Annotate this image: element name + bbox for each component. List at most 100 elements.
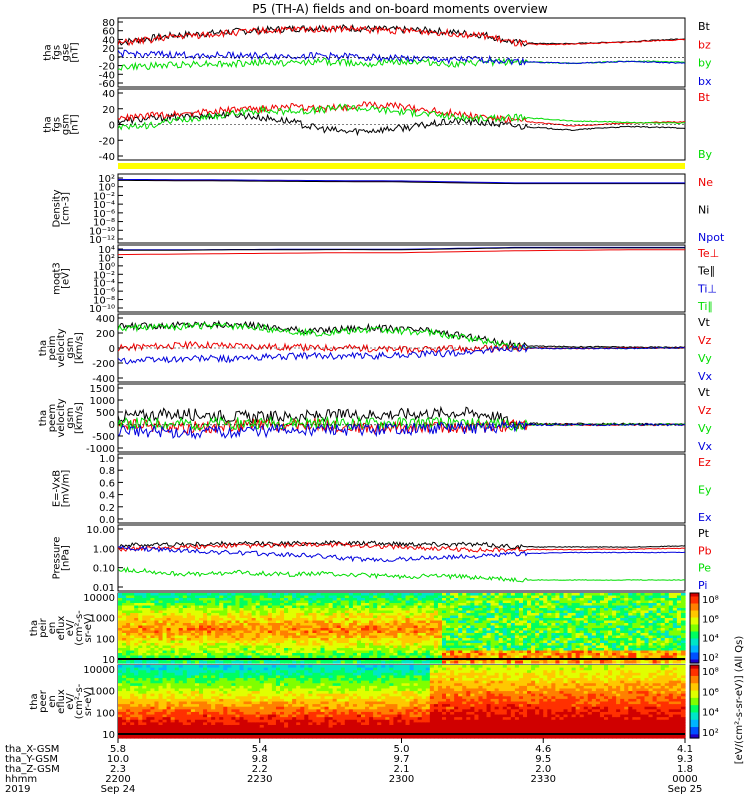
heat-cell	[130, 685, 135, 690]
heat-cell	[178, 660, 184, 664]
heat-cell	[118, 704, 123, 708]
heat-cell	[462, 605, 467, 609]
heat-cell	[170, 618, 176, 622]
heat-cell	[247, 593, 253, 597]
heat-cell	[251, 598, 257, 602]
heat-cell	[118, 691, 123, 695]
heat-cell	[628, 648, 633, 652]
panel-frame	[117, 383, 686, 453]
heat-cell	[275, 623, 281, 627]
heat-cell	[365, 650, 370, 654]
heat-cell	[280, 620, 285, 624]
heat-cell	[170, 603, 176, 607]
heat-cell	[211, 655, 216, 659]
heat-cell	[535, 625, 540, 629]
heat-cell	[267, 640, 273, 644]
heat-cell	[186, 670, 192, 674]
heat-cell	[215, 638, 220, 642]
heat-cell	[543, 625, 548, 629]
heat-cell	[652, 653, 658, 657]
heat-cell	[300, 630, 305, 634]
heat-cell	[352, 643, 358, 647]
heat-cell	[393, 635, 399, 639]
heat-cell	[660, 603, 666, 607]
heat-cell	[194, 675, 200, 679]
heat-cell	[280, 635, 285, 639]
heat-cell	[352, 620, 358, 624]
heat-cell	[454, 638, 459, 642]
panel-ylabel: [nT]	[70, 42, 81, 62]
heat-cell	[138, 691, 143, 695]
heat-cell	[227, 701, 232, 705]
heat-cell	[587, 660, 593, 664]
heat-cell	[162, 615, 168, 619]
heat-cell	[348, 600, 354, 604]
heat-cell	[320, 635, 326, 639]
heat-cell	[421, 633, 427, 637]
heat-cell	[122, 722, 127, 726]
heat-cell	[397, 620, 403, 624]
heat-cell	[555, 608, 561, 612]
heat-cell	[324, 653, 330, 657]
heat-cell	[166, 670, 172, 674]
heat-cell	[417, 643, 423, 647]
heat-cell	[263, 600, 269, 604]
heat-cell	[486, 640, 492, 644]
heat-cell	[235, 620, 241, 624]
legend-Ex: Ex	[698, 511, 712, 524]
heat-cell	[142, 603, 147, 607]
heat-cell	[235, 625, 241, 629]
heat-cell	[288, 620, 293, 624]
heat-cell	[118, 696, 123, 700]
heat-cell	[304, 595, 309, 599]
heat-cell	[425, 660, 431, 664]
colorbar-cell	[690, 614, 699, 617]
heat-cell	[122, 698, 127, 703]
heat-cell	[166, 680, 172, 684]
heat-cell	[632, 598, 637, 602]
heat-cell	[531, 635, 536, 639]
heat-cell	[219, 600, 224, 604]
heat-cell	[300, 613, 305, 617]
heat-cell	[275, 598, 281, 602]
heat-cell	[510, 655, 516, 659]
heat-cell	[506, 608, 512, 612]
panel-ylabel: tha	[29, 620, 40, 636]
heat-cell	[510, 633, 516, 637]
heat-cell	[385, 630, 390, 634]
heat-cell	[446, 625, 451, 629]
heat-cell	[409, 598, 415, 602]
heat-cell	[482, 635, 488, 639]
heat-cell	[122, 598, 127, 602]
heat-cell	[624, 623, 629, 627]
heat-cell	[571, 655, 577, 659]
heat-cell	[616, 613, 621, 617]
heat-cell	[656, 653, 662, 657]
heat-cell	[539, 620, 544, 624]
heat-cell	[296, 630, 301, 634]
heat-cell	[211, 672, 216, 677]
heat-cell	[182, 628, 188, 632]
heat-cell	[648, 603, 654, 607]
heat-cell	[219, 605, 224, 609]
heat-cell	[672, 603, 678, 607]
heat-cell	[199, 638, 204, 642]
heat-cell	[126, 691, 131, 695]
heat-cell	[130, 675, 135, 679]
heat-cell	[178, 628, 184, 632]
heat-cell	[628, 655, 633, 659]
heat-cell	[227, 696, 232, 700]
heat-cell	[470, 630, 475, 634]
heat-cell	[186, 665, 192, 669]
heat-cell	[166, 675, 172, 679]
heat-cell	[425, 593, 431, 597]
heat-cell	[251, 613, 257, 617]
heat-cell	[454, 633, 459, 637]
heat-cell	[393, 648, 399, 652]
heat-cell	[328, 613, 334, 617]
heat-cell	[336, 650, 342, 654]
heat-cell	[656, 638, 662, 642]
heat-cell	[223, 603, 228, 607]
heat-cell	[211, 608, 216, 612]
heat-cell	[166, 735, 172, 739]
